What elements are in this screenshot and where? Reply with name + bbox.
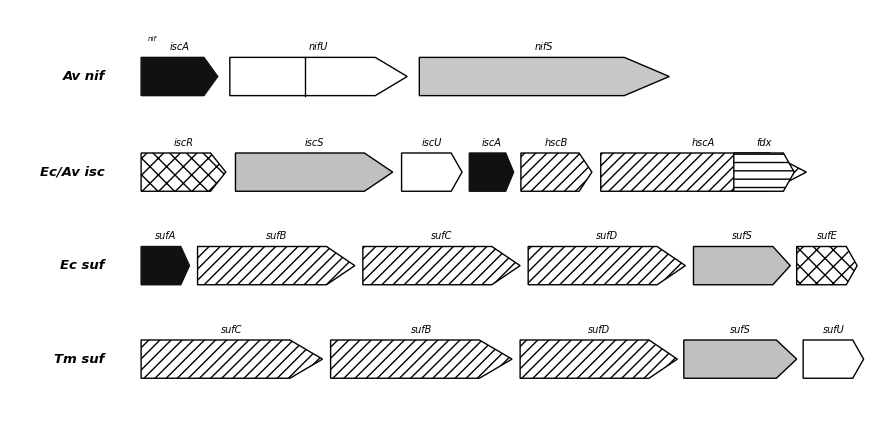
Text: sufE: sufE xyxy=(816,231,836,241)
Polygon shape xyxy=(305,57,407,96)
Text: iscA: iscA xyxy=(481,138,501,148)
Polygon shape xyxy=(141,340,323,378)
Polygon shape xyxy=(796,246,856,285)
Text: Ec/Av isc: Ec/Av isc xyxy=(40,166,105,178)
Text: nifS: nifS xyxy=(534,42,553,52)
Text: sufC: sufC xyxy=(221,325,242,335)
Text: hscA: hscA xyxy=(691,138,714,148)
Polygon shape xyxy=(198,246,354,285)
Polygon shape xyxy=(141,153,226,191)
Polygon shape xyxy=(141,57,217,96)
Polygon shape xyxy=(683,340,796,378)
Text: iscR: iscR xyxy=(174,138,193,148)
Polygon shape xyxy=(362,246,519,285)
Text: hscB: hscB xyxy=(544,138,567,148)
Polygon shape xyxy=(330,340,511,378)
Text: fdx: fdx xyxy=(756,138,771,148)
Text: sufB: sufB xyxy=(265,231,286,241)
Polygon shape xyxy=(141,246,190,285)
Text: nif: nif xyxy=(148,36,157,42)
Polygon shape xyxy=(469,153,513,191)
Text: iscU: iscU xyxy=(421,138,441,148)
Polygon shape xyxy=(401,153,462,191)
Polygon shape xyxy=(519,340,677,378)
Text: sufD: sufD xyxy=(595,231,618,241)
Text: Av nif: Av nif xyxy=(62,70,105,83)
Text: nifU: nifU xyxy=(308,42,328,52)
Text: Tm suf: Tm suf xyxy=(54,353,105,366)
Polygon shape xyxy=(235,153,392,191)
Polygon shape xyxy=(600,153,805,191)
Text: sufU: sufU xyxy=(821,325,843,335)
Text: sufS: sufS xyxy=(729,325,750,335)
Text: sufC: sufC xyxy=(431,231,452,241)
Polygon shape xyxy=(527,246,685,285)
Text: Ec suf: Ec suf xyxy=(60,259,105,272)
Text: sufB: sufB xyxy=(410,325,431,335)
Text: sufS: sufS xyxy=(731,231,751,241)
Text: iscA: iscA xyxy=(169,42,189,52)
Polygon shape xyxy=(693,246,789,285)
Text: sufA: sufA xyxy=(154,231,175,241)
Text: sufD: sufD xyxy=(587,325,609,335)
Polygon shape xyxy=(802,340,863,378)
Polygon shape xyxy=(733,153,793,191)
Polygon shape xyxy=(419,57,669,96)
Polygon shape xyxy=(520,153,591,191)
Text: iscS: iscS xyxy=(304,138,323,148)
Polygon shape xyxy=(229,57,305,96)
